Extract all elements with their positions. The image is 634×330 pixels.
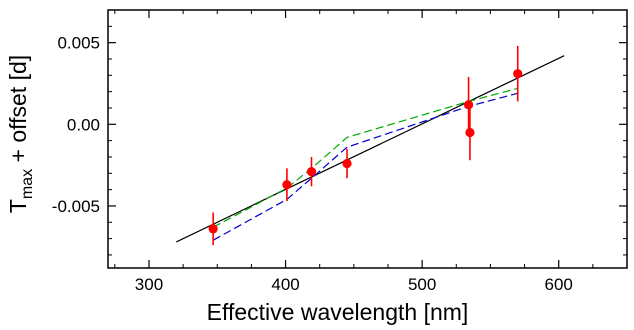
y-axis-title-main: T: [5, 199, 31, 213]
mirror-ticks: [148, 10, 627, 207]
data-point: [342, 158, 352, 169]
data-point: [513, 69, 523, 79]
plot-frame: [107, 9, 628, 269]
x-axis-title: Effective wavelength [nm]: [207, 299, 469, 325]
y-tick-label: 0.005: [57, 34, 100, 53]
y-tick-label: -0.005: [52, 197, 100, 216]
data-point: [306, 167, 317, 177]
y-axis-title-rest: + offset [d]: [5, 55, 31, 169]
series-line-3: [212, 92, 518, 241]
x-tick-labels: 300 400 500 600: [135, 275, 573, 294]
series-line-1: [176, 55, 565, 243]
x-tick-label: 600: [545, 275, 573, 294]
x-tick-label: 300: [135, 275, 163, 294]
x-tick-label: 500: [408, 275, 436, 294]
data-point: [208, 224, 218, 234]
data-point: [463, 100, 474, 110]
series-lines: [176, 55, 565, 243]
data-points: [208, 45, 523, 246]
y-tick-labels: 0.005 0.00 -0.005: [52, 34, 100, 216]
x-tick-label: 400: [271, 275, 299, 294]
series-line-2: [212, 87, 518, 228]
data-point: [465, 127, 475, 138]
y-axis-title-subscript: max: [19, 169, 36, 199]
y-axis-title: Tmax + offset [d]: [5, 55, 36, 213]
data-point: [282, 180, 292, 190]
y-tick-label: 0.00: [67, 115, 100, 134]
major-ticks: [108, 42, 560, 268]
minor-ticks: [108, 10, 628, 268]
